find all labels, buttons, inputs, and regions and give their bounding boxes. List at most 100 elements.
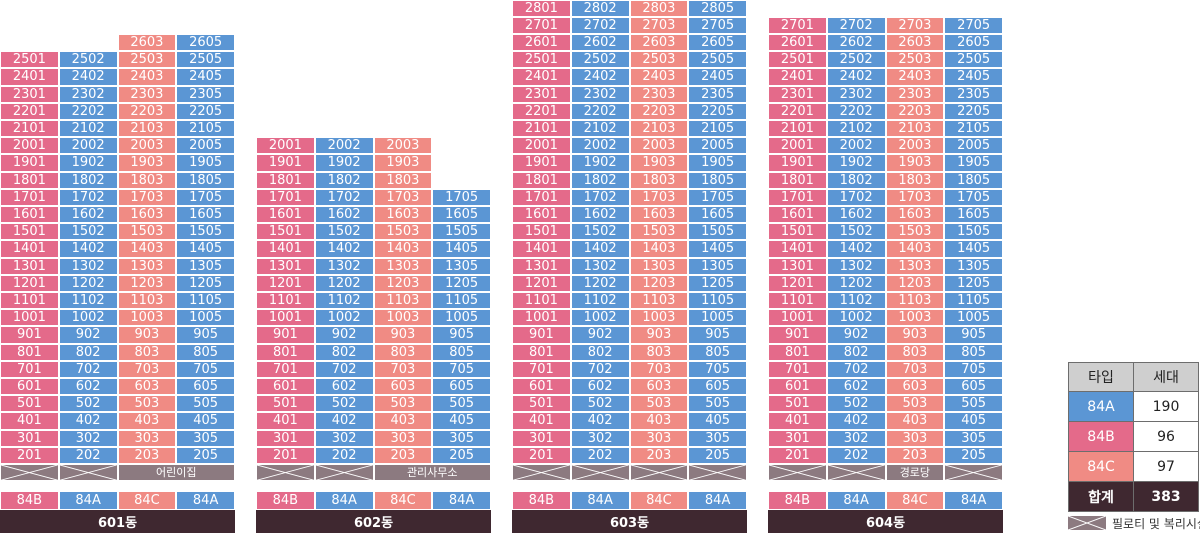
unit-cell: 2301 [512,85,571,103]
unit-cell: 1301 [0,257,59,275]
unit-cell: 1605 [688,206,747,224]
unit-cell: 2502 [826,51,886,69]
unit-cell: 1403 [373,240,433,258]
unit-cell: 1002 [826,309,886,327]
unit-cell: 1001 [256,309,315,327]
facility-cell: 어린이집 [117,464,235,482]
unit-cell: 2503 [117,51,177,69]
unit-cell: 1905 [688,154,747,172]
unit-cell: 2401 [0,68,59,86]
unit-cell: 1901 [0,154,59,172]
unit-cell: 1505 [176,223,235,241]
unit-cell: 1503 [117,223,177,241]
unit-cell: 1102 [314,292,374,310]
unit-cell: 302 [570,429,630,447]
unit-cell: 1303 [885,257,945,275]
unit-cell: 1601 [256,206,315,224]
building-name-bar: 602동 [256,510,491,533]
unit-cell: 1302 [58,257,118,275]
unit-cell: 403 [629,412,689,430]
unit-type-tag: 84A [314,491,374,510]
unit-cell: 1702 [570,188,630,206]
pilotis-legend-label: 필로티 및 복리시설 [1112,517,1200,531]
unit-type-tag: 84A [432,491,491,510]
unit-cell: 701 [512,360,571,378]
unit-cell: 605 [176,378,235,396]
unit-cell: 505 [944,395,1003,413]
unit-cell: 502 [314,395,374,413]
unit-cell: 1003 [885,309,945,327]
unit-cell: 1905 [944,154,1003,172]
unit-cell: 205 [432,446,491,464]
unit-cell: 1203 [117,274,177,292]
unit-cell: 2003 [629,137,689,155]
unit-cell: 202 [826,446,886,464]
unit-cell: 502 [58,395,118,413]
unit-cell: 2001 [0,137,59,155]
unit-cell: 1902 [826,154,886,172]
unit-cell: 2703 [885,16,945,34]
unit-cell: 1203 [629,274,689,292]
unit-cell: 302 [826,429,886,447]
unit-cell: 1301 [768,257,827,275]
unit-cell: 702 [314,360,374,378]
unit-cell: 202 [314,446,374,464]
unit-cell: 1001 [768,309,827,327]
legend-total-count: 383 [1133,481,1199,512]
unit-cell: 2002 [826,137,886,155]
unit-cell: 1801 [512,171,571,189]
unit-cell: 902 [826,326,886,344]
unit-cell: 803 [885,343,945,361]
unit-cell: 1603 [629,206,689,224]
unit-cell: 2301 [768,85,827,103]
unit-cell: 1403 [629,240,689,258]
unit-cell: 401 [256,412,315,430]
unit-cell: 603 [629,378,689,396]
unit-cell: 405 [432,412,491,430]
unit-cell: 402 [58,412,118,430]
unit-cell: 2303 [117,85,177,103]
unit-type-tag: 84A [944,491,1003,510]
unit-cell: 402 [570,412,630,430]
unit-cell: 2403 [117,68,177,86]
unit-cell: 1401 [0,240,59,258]
unit-cell: 2505 [176,51,235,69]
unit-cell: 2702 [570,16,630,34]
unit-type-tag: 84C [885,491,945,510]
unit-cell: 2603 [885,34,945,52]
unit-cell: 2305 [688,85,747,103]
unit-cell: 801 [768,343,827,361]
unit-cell: 1705 [944,188,1003,206]
unit-cell: 902 [570,326,630,344]
unit-cell: 1201 [512,274,571,292]
unit-cell: 1505 [944,223,1003,241]
unit-cell: 1102 [570,292,630,310]
unit-cell: 1002 [314,309,374,327]
unit-cell: 301 [256,429,315,447]
unit-cell: 805 [688,343,747,361]
unit-cell: 1402 [314,240,374,258]
unit-cell: 1702 [826,188,886,206]
unit-cell: 1705 [176,188,235,206]
unit-cell: 1705 [432,188,491,206]
unit-cell: 403 [373,412,433,430]
unit-cell: 2802 [570,0,630,17]
unit-cell: 1701 [0,188,59,206]
unit-cell: 1202 [826,274,886,292]
unit-type-tag: 84A [570,491,630,510]
unit-cell: 503 [629,395,689,413]
unit-cell: 2402 [826,68,886,86]
unit-cell: 1903 [885,154,945,172]
unit-cell: 905 [944,326,1003,344]
unit-cell: 2205 [944,102,1003,120]
unit-cell: 2105 [176,120,235,138]
unit-cell: 1205 [432,274,491,292]
unit-cell: 305 [688,429,747,447]
unit-cell: 502 [570,395,630,413]
unit-cell: 2501 [512,51,571,69]
unit-cell: 2605 [944,34,1003,52]
unit-cell: 403 [885,412,945,430]
unit-cell: 2005 [944,137,1003,155]
unit-cell: 1401 [768,240,827,258]
unit-cell: 301 [768,429,827,447]
